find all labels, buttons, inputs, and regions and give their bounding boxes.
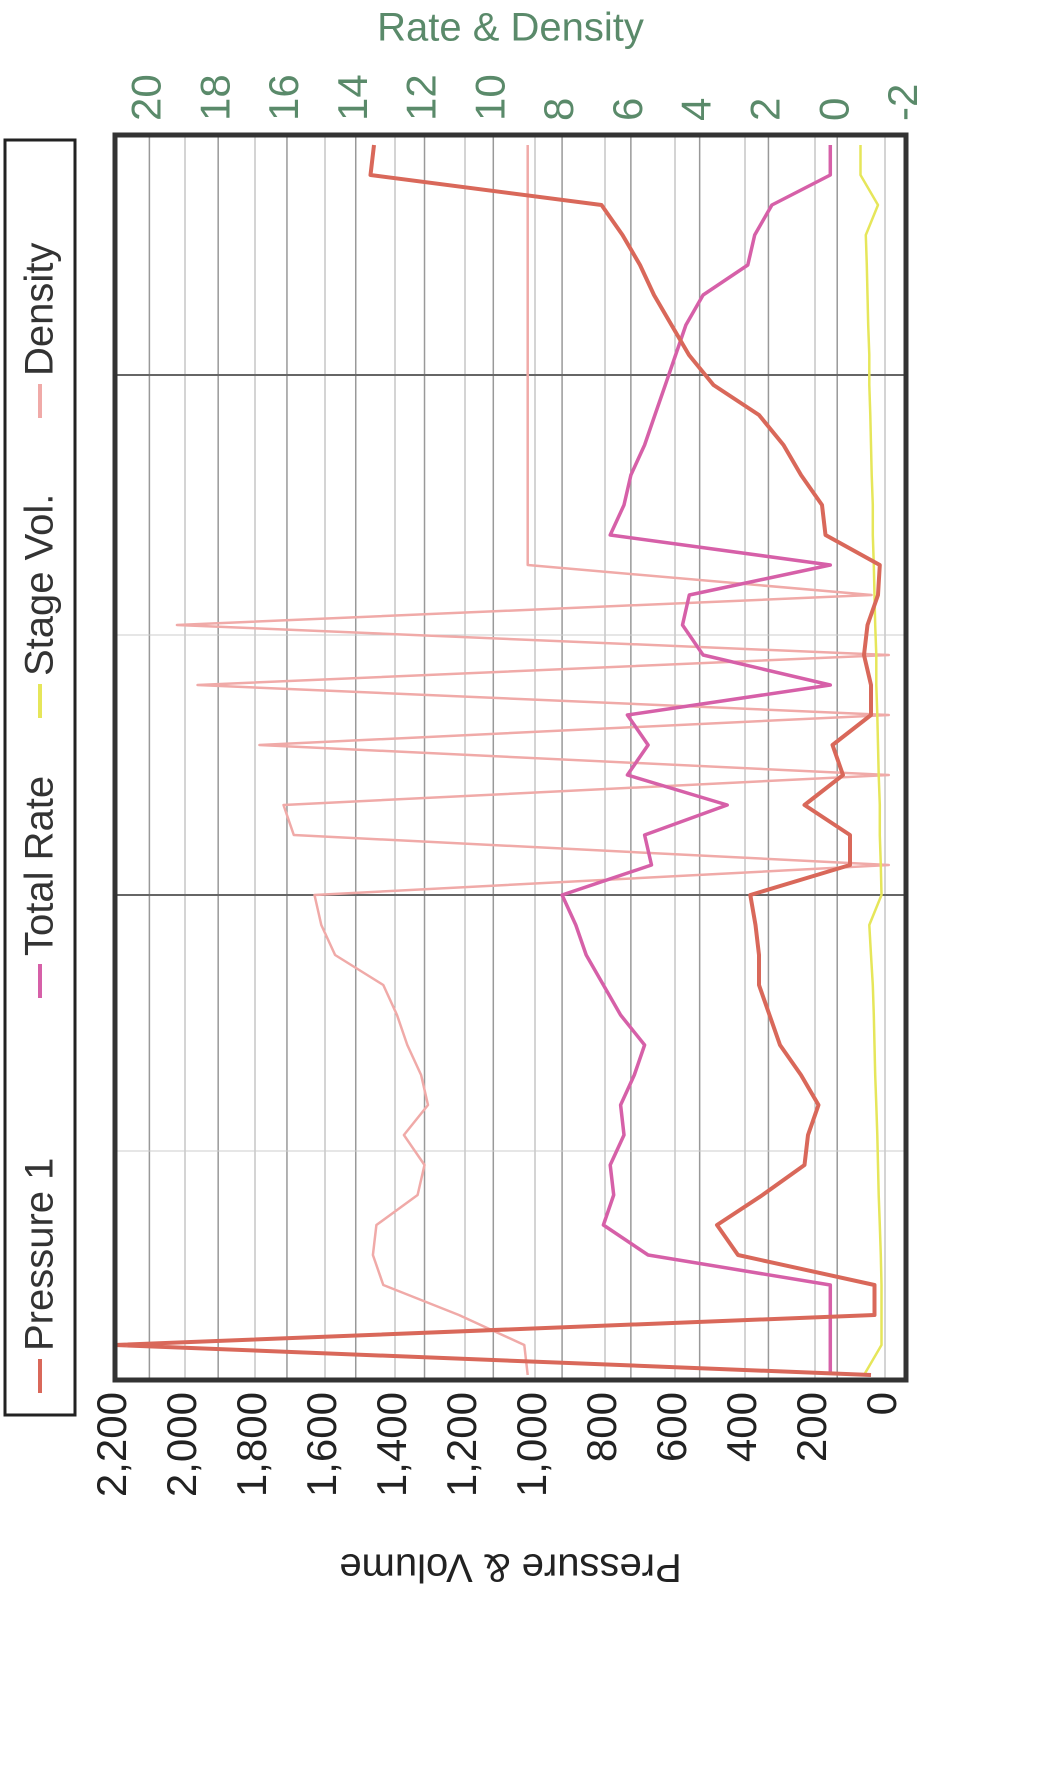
y-tick-label: 200	[788, 1392, 835, 1462]
y-tick-label: 2,200	[88, 1392, 135, 1497]
y2-axis-title: Rate & Density	[377, 6, 644, 50]
series-line	[859, 145, 883, 1376]
series-line	[175, 145, 891, 1376]
series-line	[113, 144, 882, 1377]
y2-tick-label: 14	[329, 74, 376, 121]
y2-tick-label: 12	[398, 74, 445, 121]
y-axis-title: Pressure & Volume	[339, 1545, 681, 1589]
legend-label: Pressure 1	[18, 1158, 62, 1351]
y2-tick-label: 0	[810, 98, 857, 121]
y2-tick-label: -2	[879, 84, 926, 121]
y2-tick-label: 18	[191, 74, 238, 121]
y2-tick-label: 20	[122, 74, 169, 121]
y-tick-label: 1,600	[298, 1392, 345, 1497]
y-tick-label: 1,800	[228, 1392, 275, 1497]
legend-label: Total Rate	[18, 776, 62, 956]
y-tick-label: 1,200	[438, 1392, 485, 1497]
y2-tick-label: 16	[260, 74, 307, 121]
plot-frame	[112, 132, 909, 1383]
legend-label: Stage Vol.	[18, 494, 62, 676]
legend-label: Density	[18, 243, 62, 376]
rotated-chart: -20246810121416182002004006008001,0001,2…	[3, 6, 926, 1589]
y-tick-label: 400	[718, 1392, 765, 1462]
y-tick-label: 0	[858, 1392, 905, 1415]
legend-box	[3, 138, 77, 1417]
y2-tick-label: 2	[742, 98, 789, 121]
y-tick-label: 2,000	[158, 1392, 205, 1497]
series-line	[560, 145, 833, 1375]
y2-tick-label: 4	[673, 98, 720, 121]
y-tick-label: 1,400	[368, 1392, 415, 1497]
y-tick-label: 600	[648, 1392, 695, 1462]
y2-tick-label: 6	[604, 98, 651, 121]
y-tick-label: 1,000	[508, 1392, 555, 1497]
y2-tick-label: 8	[535, 98, 582, 121]
y-tick-label: 800	[578, 1392, 625, 1462]
y2-tick-label: 10	[466, 74, 513, 121]
